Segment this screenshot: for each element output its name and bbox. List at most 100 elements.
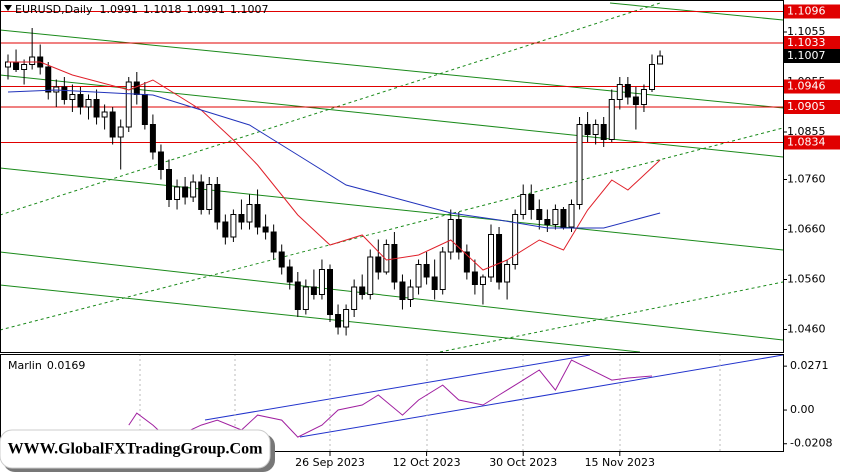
candle-body	[568, 204, 575, 228]
candle-body	[600, 124, 607, 140]
candle-body	[125, 81, 132, 128]
candle-body	[488, 234, 494, 278]
channel-line	[204, 354, 591, 421]
y-tick-label: 1.0660	[787, 223, 826, 236]
candle-body	[520, 194, 527, 215]
candle-body	[560, 209, 567, 228]
level-label-box	[784, 100, 840, 114]
chart-header: EURUSD,Daily 1.0991 1.1018 1.0991 1.1007	[15, 3, 268, 16]
candle-body	[85, 99, 92, 108]
watermark-box	[0, 429, 271, 469]
candle-body	[29, 56, 36, 65]
candle-body	[109, 111, 116, 138]
x-tick-label: 12 Oct 2023	[393, 456, 461, 469]
candle-body	[496, 234, 503, 283]
y-tick-label: 1.0855	[787, 125, 826, 138]
indicator-value: 0.0169	[47, 359, 86, 372]
marks	[0, 11, 783, 441]
candle-body	[166, 169, 172, 200]
candle-body	[463, 251, 470, 273]
candle-body	[254, 204, 261, 228]
candle-body	[351, 286, 358, 310]
indicator-header: Marlin 0.0169	[8, 359, 85, 372]
y-tick-label: 0.0271	[790, 359, 829, 372]
header-open: 1.0991	[99, 3, 138, 16]
candle-body	[367, 256, 374, 295]
candle-body	[504, 264, 511, 283]
candle-body	[141, 94, 148, 125]
candle-body	[93, 99, 100, 118]
candle-body	[13, 61, 20, 70]
candle-body	[657, 55, 664, 65]
candle-body	[407, 286, 414, 300]
candle-body	[318, 269, 325, 295]
candle-body	[270, 231, 277, 253]
level-label: 1.1033	[787, 36, 826, 49]
watermark-text: WWW.GlobalFXTradingGroup.Com	[8, 441, 264, 458]
candle-body	[649, 64, 655, 90]
candle-body	[536, 209, 543, 220]
candle-body	[576, 124, 583, 205]
candle-body	[117, 126, 124, 138]
trend-line	[439, 281, 784, 353]
candle-body	[302, 286, 309, 310]
level-label: 1.0905	[787, 100, 826, 113]
header-low: 1.0991	[186, 3, 225, 16]
header-close: 1.1007	[230, 3, 269, 16]
y-tick-label: 1.0460	[787, 323, 826, 336]
candle-body	[439, 251, 446, 290]
candle-body	[230, 214, 237, 238]
candle-body	[246, 204, 253, 223]
level-label: 1.0946	[787, 80, 826, 93]
y-tick-label: 1.0560	[787, 273, 826, 286]
header-high: 1.1018	[143, 3, 182, 16]
candle-body	[391, 244, 398, 283]
level-label: 1.0834	[787, 136, 826, 149]
candle-body	[471, 271, 478, 285]
x-tick-label: 30 Oct 2023	[489, 456, 557, 469]
watermark: WWW.GlobalFXTradingGroup.Com	[0, 429, 275, 472]
trend-line	[0, 284, 641, 353]
moving-average	[8, 61, 661, 271]
trend-line	[0, 167, 784, 251]
trend-line	[0, 127, 784, 331]
candle-body	[149, 124, 156, 153]
candle-body	[133, 81, 140, 95]
candle-body	[640, 89, 647, 105]
y-tick-label: 1.1055	[787, 25, 826, 38]
candle-body	[278, 251, 285, 268]
candle-body	[286, 266, 293, 283]
level-label-box	[784, 36, 840, 50]
chart-title: EURUSD,Daily	[15, 3, 93, 16]
main-panel-frame	[0, 0, 784, 353]
candle-body	[77, 94, 84, 108]
trend-line	[0, 2, 661, 216]
candle-body	[21, 64, 28, 70]
candle-body	[423, 264, 430, 278]
candle-body	[327, 269, 333, 315]
indicator-name: Marlin	[8, 359, 42, 372]
candle-body	[512, 214, 519, 265]
candle-body	[182, 186, 189, 198]
candle-body	[157, 151, 164, 170]
level-label-box	[784, 79, 840, 94]
menu-arrow	[4, 5, 12, 11]
candle-body	[616, 84, 623, 100]
candle-body	[190, 181, 197, 198]
candle-body	[335, 314, 342, 328]
candle-body	[359, 286, 366, 295]
candle-body	[528, 194, 535, 210]
y-tick-label: 0.00	[790, 403, 815, 416]
candle-body	[431, 276, 438, 290]
candle-body	[632, 96, 639, 105]
level-label: 1.1096	[787, 5, 826, 18]
candle-body	[310, 286, 317, 295]
candle-body	[592, 124, 599, 135]
candle-body	[206, 184, 213, 210]
candle-body	[61, 86, 68, 100]
candle-body	[69, 94, 76, 100]
moving-average	[7, 89, 661, 229]
x-tick-label: 26 Sep 2023	[295, 456, 365, 469]
y-tick-label: -0.0208	[790, 437, 832, 450]
